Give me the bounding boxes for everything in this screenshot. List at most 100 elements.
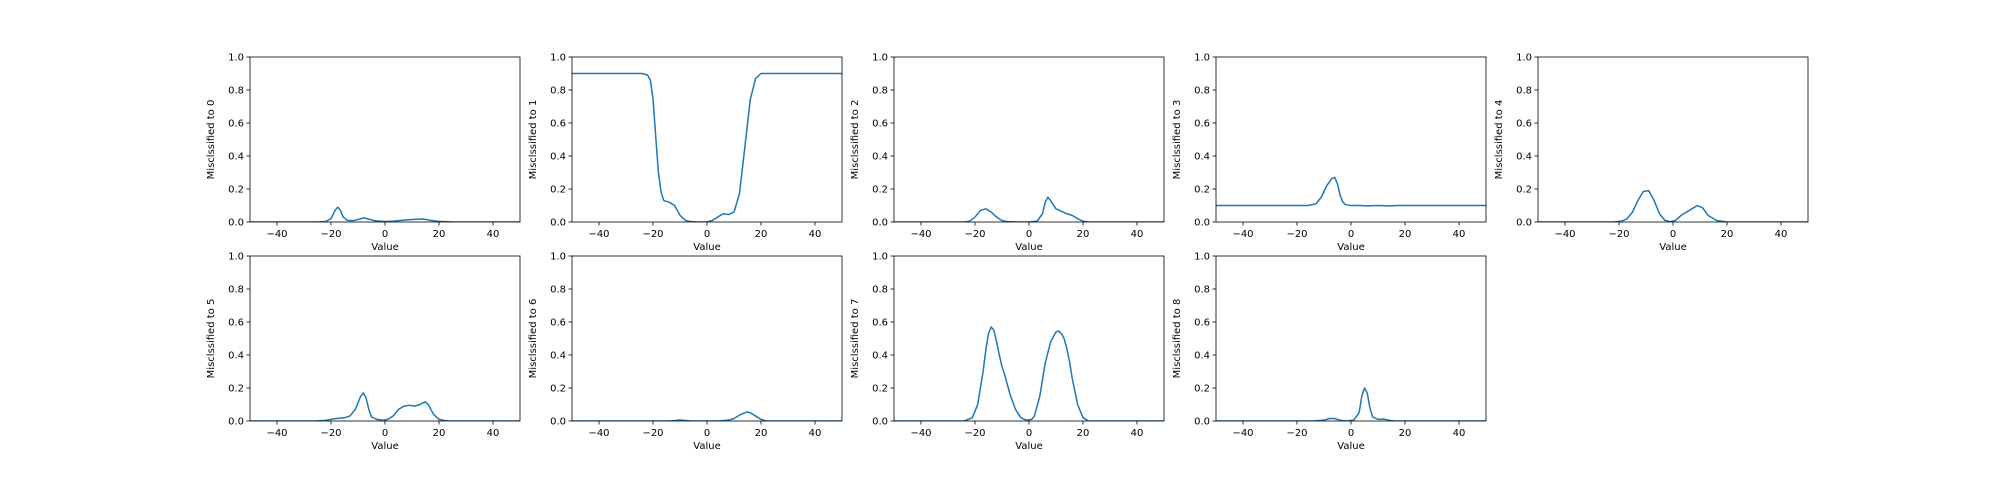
y-tick-label: 0.8: [228, 86, 244, 97]
x-tick-label: 40: [809, 229, 822, 240]
subplot-6: −40 −20 0 20 40 0.0 0.2 0.4 0.6 0.8 1.0 Value Miscls…: [528, 252, 843, 452]
y-tick-label: 0.0: [550, 417, 566, 428]
x-tick-label: 20: [433, 428, 446, 439]
y-tick-label: 0.2: [1194, 185, 1210, 196]
y-tick-label: 0.4: [1194, 152, 1210, 163]
y-tick-label: 0.6: [1516, 119, 1532, 130]
y-tick-label: 0.4: [550, 152, 566, 163]
y-tick-label: 1.0: [1516, 53, 1532, 64]
y-tick-label: 1.0: [550, 53, 566, 64]
subplot-3: −40 −20 0 20 40 0.0 0.2 0.4 0.6 0.8 1.0 Value Miscls…: [1172, 53, 1487, 253]
series-line: [572, 72, 842, 222]
y-tick-label: 0.8: [1194, 86, 1210, 97]
x-tick-label: −20: [964, 428, 985, 439]
x-tick-label: −40: [1232, 428, 1253, 439]
x-tick-label: −40: [266, 229, 287, 240]
y-tick-label: 0.8: [872, 285, 888, 296]
y-tick-label: 0.0: [872, 218, 888, 229]
x-tick-label: 0: [704, 428, 710, 439]
y-axis-label: Misclssified to 4: [1494, 100, 1505, 180]
y-axis-label: Misclssified to 3: [1172, 100, 1183, 180]
series-line: [1216, 387, 1486, 421]
x-axis-label: Value: [371, 242, 398, 253]
x-tick-label: −40: [910, 229, 931, 240]
x-tick-label: 0: [382, 229, 388, 240]
y-tick-label: 0.4: [1194, 351, 1210, 362]
y-axis-label: Misclssified to 8: [1172, 299, 1183, 379]
subplot-8: −40 −20 0 20 40 0.0 0.2 0.4 0.6 0.8 1.0 Value Miscls…: [1172, 252, 1487, 452]
y-tick-label: 0.6: [872, 119, 888, 130]
x-tick-label: 40: [487, 229, 500, 240]
x-tick-label: 20: [1399, 428, 1412, 439]
x-tick-label: −20: [1286, 428, 1307, 439]
y-tick-label: 1.0: [872, 252, 888, 263]
x-axis-label: Value: [1659, 242, 1686, 253]
y-tick-label: 0.4: [228, 351, 244, 362]
x-tick-label: −40: [266, 428, 287, 439]
series-line: [1216, 176, 1486, 207]
x-tick-label: −20: [320, 428, 341, 439]
y-tick-label: 1.0: [228, 252, 244, 263]
y-axis-label: Misclssified to 5: [206, 299, 217, 379]
x-tick-label: 20: [433, 229, 446, 240]
y-tick-label: 0.6: [1194, 318, 1210, 329]
y-tick-label: 0.8: [550, 285, 566, 296]
y-axis-label: Misclssified to 7: [850, 299, 861, 379]
x-tick-label: −20: [1608, 229, 1629, 240]
y-tick-label: 0.8: [1194, 285, 1210, 296]
x-tick-label: −20: [964, 229, 985, 240]
x-axis-label: Value: [693, 441, 720, 452]
x-tick-label: 40: [1131, 229, 1144, 240]
x-tick-label: 20: [1399, 229, 1412, 240]
x-tick-label: −40: [1232, 229, 1253, 240]
y-tick-label: 0.8: [228, 285, 244, 296]
x-tick-label: 0: [1670, 229, 1676, 240]
x-tick-label: 40: [1131, 428, 1144, 439]
x-tick-label: 20: [755, 229, 768, 240]
y-tick-label: 1.0: [1194, 53, 1210, 64]
y-tick-label: 0.6: [228, 119, 244, 130]
y-tick-label: 1.0: [1194, 252, 1210, 263]
y-tick-label: 0.2: [1516, 185, 1532, 196]
y-tick-label: 0.2: [872, 384, 888, 395]
y-tick-label: 0.2: [872, 185, 888, 196]
x-tick-label: −20: [642, 229, 663, 240]
y-tick-label: 0.2: [550, 185, 566, 196]
x-tick-label: 0: [382, 428, 388, 439]
y-tick-label: 0.4: [872, 351, 888, 362]
x-tick-label: 40: [487, 428, 500, 439]
y-tick-label: 0.0: [550, 218, 566, 229]
y-tick-label: 0.6: [550, 119, 566, 130]
x-tick-label: 0: [1026, 428, 1032, 439]
y-axis-label: Misclssified to 6: [528, 299, 539, 379]
x-tick-label: 40: [809, 428, 822, 439]
y-tick-label: 0.0: [1194, 417, 1210, 428]
series-line: [894, 196, 1164, 222]
y-tick-label: 1.0: [550, 252, 566, 263]
x-tick-label: 40: [1775, 229, 1788, 240]
y-tick-label: 0.0: [1516, 218, 1532, 229]
y-tick-label: 0.8: [550, 86, 566, 97]
y-axis-label: Misclssified to 0: [206, 100, 217, 180]
subplot-7: −40 −20 0 20 40 0.0 0.2 0.4 0.6 0.8 1.0 Value Miscls…: [850, 252, 1165, 452]
y-axis-label: Misclssified to 1: [528, 100, 539, 180]
y-tick-label: 0.0: [1194, 218, 1210, 229]
y-tick-label: 0.0: [872, 417, 888, 428]
y-tick-label: 1.0: [872, 53, 888, 64]
x-tick-label: 20: [1077, 229, 1090, 240]
x-tick-label: −20: [1286, 229, 1307, 240]
x-tick-label: 0: [1348, 428, 1354, 439]
series-line: [572, 411, 842, 421]
subplot-4: −40 −20 0 20 40 0.0 0.2 0.4 0.6 0.8 1.0 Value Miscls…: [1494, 53, 1809, 253]
y-tick-label: 0.0: [228, 218, 244, 229]
series-line: [1538, 189, 1808, 222]
y-tick-label: 0.6: [550, 318, 566, 329]
subplot-5: −40 −20 0 20 40 0.0 0.2 0.4 0.6 0.8 1.0 Value Miscls…: [206, 252, 521, 452]
x-tick-label: −40: [588, 229, 609, 240]
y-tick-label: 0.8: [872, 86, 888, 97]
x-tick-label: 40: [1453, 229, 1466, 240]
x-tick-label: 0: [1026, 229, 1032, 240]
x-axis-label: Value: [1337, 441, 1364, 452]
